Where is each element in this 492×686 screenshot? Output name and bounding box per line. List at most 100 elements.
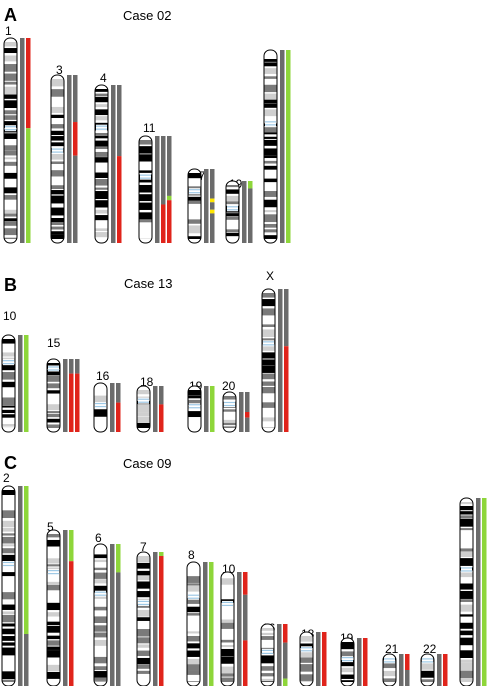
chromosome-bands (94, 395, 107, 417)
chromosome-outline (136, 551, 151, 686)
cn-segment (153, 552, 158, 686)
cn-segment (24, 335, 29, 432)
chromosome-17-pA (187, 168, 215, 244)
cn-segment (248, 188, 253, 243)
cn-segment (316, 632, 321, 686)
band (47, 581, 60, 585)
band (460, 518, 473, 527)
cn-segment (161, 136, 166, 205)
band (4, 100, 17, 109)
centromere (138, 599, 149, 606)
band (223, 426, 236, 428)
chromosome-body (264, 50, 277, 243)
chromosome-bands (264, 59, 277, 239)
band (47, 534, 60, 538)
cn-segment (210, 213, 215, 243)
chromosome-19-pC (340, 637, 368, 686)
band (188, 399, 201, 405)
band (2, 623, 15, 627)
chromosome-8-pC (186, 561, 214, 686)
band (221, 619, 234, 623)
centromere (384, 657, 395, 664)
cn-segment (63, 530, 68, 686)
band (47, 404, 60, 411)
band (221, 578, 234, 585)
band (137, 581, 150, 589)
chromosome-5-pC (46, 529, 74, 686)
band (95, 93, 108, 97)
band (137, 637, 150, 644)
chromosome-outline (94, 84, 109, 244)
band (139, 202, 152, 210)
band (264, 76, 277, 79)
band (51, 231, 64, 235)
band (2, 611, 15, 615)
band (94, 395, 107, 404)
band (460, 630, 473, 636)
band (137, 404, 150, 413)
band (4, 161, 17, 166)
chromosome-outline (138, 135, 153, 244)
band (137, 422, 150, 428)
cn-segment (26, 128, 31, 243)
band (261, 673, 274, 677)
band (264, 235, 277, 239)
band (2, 381, 15, 388)
band (187, 650, 200, 657)
centromere (189, 188, 200, 195)
cn-segment (248, 181, 253, 189)
band (4, 209, 17, 214)
band (139, 140, 152, 145)
band (51, 79, 64, 87)
band (264, 223, 277, 228)
band (139, 184, 152, 193)
band (221, 673, 234, 677)
centromere (188, 593, 199, 600)
ideograms-layer (1, 37, 487, 686)
cn-segment (243, 572, 248, 595)
band (226, 216, 239, 220)
cn-segment (69, 530, 74, 562)
band (2, 544, 15, 547)
band (47, 390, 60, 394)
cn-segment (73, 122, 78, 156)
band (262, 344, 275, 351)
band (187, 598, 200, 604)
chromosome-1-pA (3, 37, 31, 244)
chr-label: X (266, 269, 274, 283)
band (264, 99, 277, 104)
band (187, 585, 200, 592)
centromere (461, 566, 472, 573)
band (4, 115, 17, 120)
centromere (52, 147, 63, 154)
band (94, 681, 107, 682)
band (264, 136, 277, 139)
band (262, 359, 275, 366)
band (137, 657, 150, 665)
centromere (262, 648, 273, 655)
band (137, 412, 150, 417)
band (94, 632, 107, 638)
chromosome-outline (263, 49, 278, 244)
chromosome-bands (187, 576, 200, 682)
band (4, 172, 17, 179)
band (95, 179, 108, 186)
band (4, 81, 17, 85)
band (262, 324, 275, 327)
band (95, 228, 108, 232)
centromere (189, 403, 200, 410)
band (187, 658, 200, 665)
band (139, 194, 152, 202)
chromosome-outline (225, 180, 240, 244)
cn-segment (210, 386, 215, 432)
chromosome-outline (93, 543, 108, 686)
centromere (222, 600, 233, 607)
band (94, 666, 107, 671)
band (137, 617, 150, 621)
cn-segment (167, 136, 172, 196)
band (261, 655, 274, 664)
band (94, 409, 107, 417)
chromosome-4-pA (94, 84, 122, 244)
band (264, 132, 277, 135)
panel-b: B Case 13 10 15 16 18 19 20 X (3, 269, 274, 393)
